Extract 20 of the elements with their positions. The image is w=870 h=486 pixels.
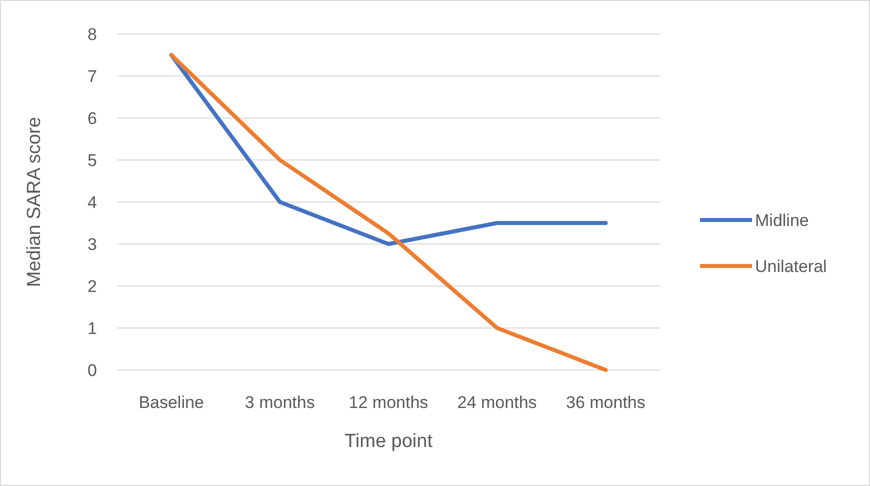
y-tick-label: 5	[88, 150, 97, 170]
y-tick-label: 8	[88, 24, 97, 44]
y-tick-label: 0	[88, 360, 97, 380]
y-tick-label: 3	[88, 234, 97, 254]
y-tick-label: 1	[88, 318, 97, 338]
x-tick-label: 12 months	[348, 393, 428, 412]
x-tick-label: 3 months	[244, 393, 315, 412]
y-tick-label: 6	[88, 108, 97, 128]
x-axis-title: Time point	[344, 431, 434, 452]
x-tick-label: 36 months	[566, 393, 646, 412]
y-tick-label: 2	[88, 276, 97, 296]
line-series	[169, 53, 608, 372]
y-tick-label: 4	[88, 192, 97, 212]
line-series	[169, 53, 608, 246]
x-tick-label: Baseline	[138, 393, 204, 412]
x-tick-label: 24 months	[457, 393, 537, 412]
y-tick-label: 7	[88, 66, 97, 86]
legend-label: Midline	[755, 210, 809, 230]
legend-label: Unilateral	[755, 256, 827, 276]
y-axis-title: Median SARA score	[24, 116, 45, 288]
